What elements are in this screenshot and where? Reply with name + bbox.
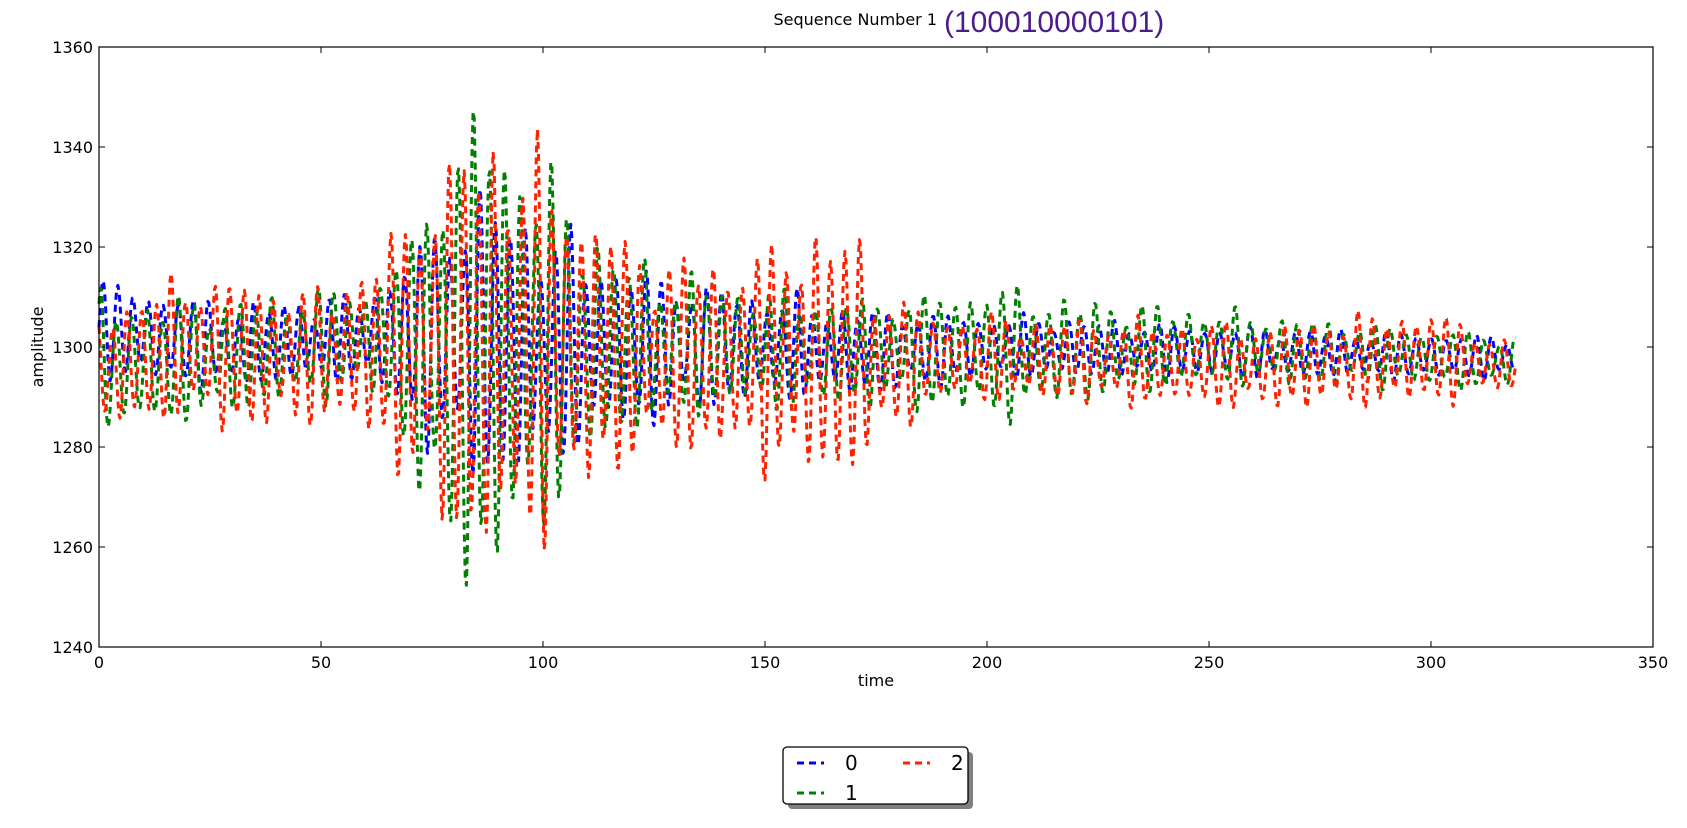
y-tick-label: 1340 [52, 138, 93, 157]
y-tick-label: 1300 [52, 338, 93, 357]
legend: 0 1 2 [782, 746, 973, 809]
x-axis-label: time [858, 671, 894, 690]
chart-title: Sequence Number 1 [773, 10, 937, 29]
series-line-1 [97, 109, 1516, 587]
chart-title-sequence: (100010000101) [944, 6, 1164, 39]
legend-box [782, 746, 969, 805]
x-tick-label: 0 [94, 653, 104, 672]
x-tick-label: 300 [1416, 653, 1447, 672]
y-axis-label: amplitude [28, 307, 47, 388]
x-tick-label: 150 [750, 653, 781, 672]
legend-label-2: 2 [951, 751, 964, 775]
y-axis-ticks: 1240 1260 1280 1300 1320 1340 1360 [52, 38, 1653, 657]
y-tick-label: 1240 [52, 638, 93, 657]
x-tick-label: 100 [528, 653, 559, 672]
series-line-2 [97, 127, 1517, 552]
x-tick-label: 350 [1638, 653, 1669, 672]
y-tick-label: 1280 [52, 438, 93, 457]
y-tick-label: 1260 [52, 538, 93, 557]
legend-label-0: 0 [845, 751, 858, 775]
legend-label-1: 1 [845, 781, 858, 805]
x-tick-label: 250 [1194, 653, 1225, 672]
x-axis-ticks: 0 50 100 150 200 250 300 350 [94, 47, 1668, 672]
x-tick-label: 200 [972, 653, 1003, 672]
series-group [97, 109, 1517, 587]
y-tick-label: 1320 [52, 238, 93, 257]
x-tick-label: 50 [311, 653, 331, 672]
y-tick-label: 1360 [52, 38, 93, 57]
